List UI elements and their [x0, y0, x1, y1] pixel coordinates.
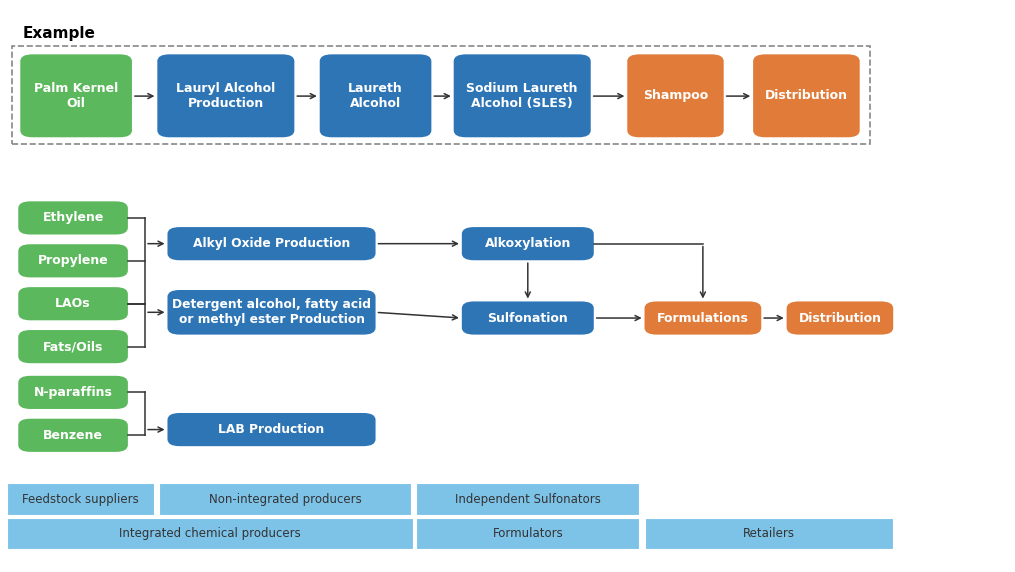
Bar: [7, 483, 154, 515]
FancyBboxPatch shape: [18, 330, 128, 363]
Text: Propylene: Propylene: [38, 255, 109, 267]
FancyBboxPatch shape: [20, 54, 132, 137]
FancyBboxPatch shape: [462, 301, 594, 335]
FancyBboxPatch shape: [18, 376, 128, 409]
Text: Alkyl Oxide Production: Alkyl Oxide Production: [193, 237, 350, 250]
Bar: [12, 46, 870, 144]
Text: Alkoxylation: Alkoxylation: [484, 237, 571, 250]
Text: Fats/Oils: Fats/Oils: [43, 340, 104, 353]
Bar: [416, 518, 639, 549]
Text: Lauryl Alcohol
Production: Lauryl Alcohol Production: [177, 82, 275, 110]
FancyBboxPatch shape: [18, 244, 128, 277]
FancyBboxPatch shape: [18, 287, 128, 320]
Text: Sulfonation: Sulfonation: [487, 312, 568, 324]
FancyBboxPatch shape: [167, 290, 376, 335]
FancyBboxPatch shape: [787, 301, 893, 335]
FancyBboxPatch shape: [645, 301, 761, 335]
FancyBboxPatch shape: [167, 413, 376, 446]
Text: Ethylene: Ethylene: [43, 212, 104, 224]
Text: Integrated chemical producers: Integrated chemical producers: [119, 527, 301, 540]
FancyBboxPatch shape: [157, 54, 294, 137]
Text: Benzene: Benzene: [43, 429, 104, 442]
FancyBboxPatch shape: [18, 201, 128, 235]
Text: N-paraffins: N-paraffins: [33, 386, 113, 399]
Text: Example: Example: [22, 26, 95, 41]
Text: Laureth
Alcohol: Laureth Alcohol: [348, 82, 403, 110]
Bar: [7, 518, 413, 549]
FancyBboxPatch shape: [753, 54, 860, 137]
Text: Shampoo: Shampoo: [642, 89, 708, 102]
FancyBboxPatch shape: [18, 419, 128, 452]
Text: Palm Kernel
Oil: Palm Kernel Oil: [33, 82, 119, 110]
Bar: [416, 483, 639, 515]
FancyBboxPatch shape: [167, 227, 376, 260]
Text: Independent Sulfonators: Independent Sulfonators: [455, 492, 601, 506]
Bar: [159, 483, 411, 515]
FancyBboxPatch shape: [627, 54, 724, 137]
FancyBboxPatch shape: [454, 54, 591, 137]
Text: Non-integrated producers: Non-integrated producers: [209, 492, 361, 506]
Text: Feedstock suppliers: Feedstock suppliers: [22, 492, 139, 506]
Text: Sodium Laureth
Alcohol (SLES): Sodium Laureth Alcohol (SLES): [467, 82, 578, 110]
Text: Distribution: Distribution: [765, 89, 848, 102]
Bar: [645, 518, 893, 549]
Text: Retailers: Retailers: [743, 527, 795, 540]
Text: Detergent alcohol, fatty acid
or methyl ester Production: Detergent alcohol, fatty acid or methyl …: [172, 299, 371, 326]
Text: Formulators: Formulators: [492, 527, 563, 540]
Text: LAB Production: LAB Production: [218, 423, 325, 436]
Text: Formulations: Formulations: [657, 312, 749, 324]
Text: Distribution: Distribution: [799, 312, 881, 324]
FancyBboxPatch shape: [320, 54, 431, 137]
Text: LAOs: LAOs: [55, 297, 91, 310]
FancyBboxPatch shape: [462, 227, 594, 260]
